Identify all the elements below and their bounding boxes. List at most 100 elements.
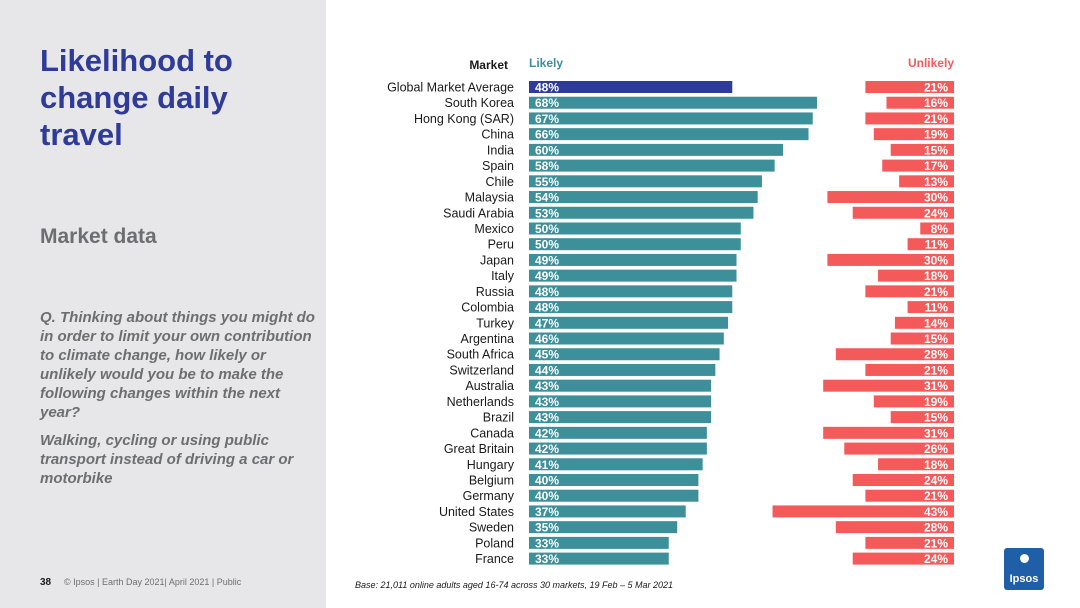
unlikely-value-label: 15% xyxy=(924,332,948,346)
unlikely-value-label: 11% xyxy=(925,238,949,252)
page-title: Likelihood to change daily travel xyxy=(40,43,233,152)
category-label: South Africa xyxy=(447,348,514,362)
page-subtitle: Market data xyxy=(40,225,157,248)
likely-value-label: 48% xyxy=(535,301,559,315)
logo-dot-icon xyxy=(1020,554,1029,563)
survey-question: Q. Thinking about things you might do in… xyxy=(40,309,315,421)
unlikely-bar xyxy=(835,521,954,534)
likely-value-label: 42% xyxy=(535,426,559,440)
likely-value-label: 47% xyxy=(535,316,559,330)
left-panel: Likelihood to change daily travel Market… xyxy=(0,0,326,608)
unlikely-value-label: 11% xyxy=(925,301,949,315)
ipsos-logo: Ipsos xyxy=(1004,548,1044,590)
category-label: Canada xyxy=(470,426,514,440)
unlikely-bar xyxy=(890,332,954,345)
unlikely-bar xyxy=(886,96,954,109)
unlikely-bar xyxy=(772,505,954,518)
likely-value-label: 48% xyxy=(535,81,559,95)
unlikely-value-label: 26% xyxy=(924,442,948,456)
likely-bar xyxy=(529,411,712,424)
likely-value-label: 55% xyxy=(535,175,559,189)
category-label: United States xyxy=(439,505,514,519)
unlikely-bar xyxy=(873,128,954,141)
likely-value-label: 44% xyxy=(535,363,559,377)
likely-bar xyxy=(529,285,733,298)
category-label: Japan xyxy=(480,253,514,267)
category-label: Belgium xyxy=(469,474,514,488)
unlikely-value-label: 31% xyxy=(924,426,948,440)
likely-bar xyxy=(529,159,775,172)
unlikely-value-label: 21% xyxy=(924,285,948,299)
unlikely-value-label: 19% xyxy=(924,128,948,142)
unlikely-value-label: 24% xyxy=(924,206,948,220)
unlikely-bar xyxy=(835,348,954,361)
likely-bar xyxy=(529,474,699,486)
unlikely-bar xyxy=(865,536,954,549)
unlikely-value-label: 21% xyxy=(924,81,948,95)
category-label: Saudi Arabia xyxy=(443,206,514,220)
category-label: Great Britain xyxy=(444,442,514,456)
category-label: Italy xyxy=(491,269,515,283)
likely-bar xyxy=(529,536,669,549)
unlikely-bar xyxy=(852,474,954,486)
unlikely-value-label: 18% xyxy=(924,458,948,472)
likely-bar xyxy=(529,222,741,235)
category-label: Brazil xyxy=(483,411,514,425)
likely-value-label: 50% xyxy=(535,222,559,236)
unlikely-bar xyxy=(852,552,954,565)
unlikely-value-label: 21% xyxy=(924,112,948,126)
likely-value-label: 50% xyxy=(535,238,559,252)
likely-bar xyxy=(529,128,809,141)
unlikely-bar xyxy=(882,159,954,172)
unlikely-value-label: 14% xyxy=(924,316,948,330)
category-label: Germany xyxy=(463,489,515,503)
likely-value-label: 58% xyxy=(535,159,559,173)
unlikely-value-label: 28% xyxy=(924,348,948,362)
category-label: France xyxy=(475,552,514,566)
likely-value-label: 42% xyxy=(535,442,559,456)
unlikely-bar xyxy=(873,395,954,408)
likely-value-label: 40% xyxy=(535,474,559,488)
likely-bar xyxy=(529,112,813,125)
unlikely-value-label: 16% xyxy=(924,96,948,110)
likely-value-label: 33% xyxy=(535,552,559,566)
category-label: Colombia xyxy=(461,301,514,315)
likely-value-label: 53% xyxy=(535,206,559,220)
unlikely-value-label: 21% xyxy=(924,489,948,503)
header-unlikely: Unlikely xyxy=(908,56,954,70)
likely-bar xyxy=(529,552,669,565)
unlikely-value-label: 17% xyxy=(924,159,948,173)
category-label: Global Market Average xyxy=(387,81,514,95)
unlikely-bar xyxy=(865,285,954,298)
likely-value-label: 43% xyxy=(535,395,559,409)
logo-text: Ipsos xyxy=(1009,573,1039,585)
likely-value-label: 43% xyxy=(535,411,559,425)
likely-value-label: 43% xyxy=(535,379,559,393)
likely-bar xyxy=(529,442,707,455)
unlikely-bar xyxy=(907,301,954,314)
category-label: China xyxy=(481,128,514,142)
unlikely-value-label: 21% xyxy=(924,536,948,550)
unlikely-value-label: 24% xyxy=(924,552,948,566)
likely-bar xyxy=(529,458,703,471)
likely-value-label: 49% xyxy=(535,269,559,283)
likely-bar xyxy=(529,489,699,502)
category-label: Argentina xyxy=(460,332,514,346)
unlikely-value-label: 21% xyxy=(924,363,948,377)
survey-statement: Walking, cycling or using public transpo… xyxy=(40,432,294,487)
likely-value-label: 68% xyxy=(535,96,559,110)
unlikely-value-label: 15% xyxy=(924,143,948,157)
likely-bar xyxy=(529,269,737,282)
likely-bar xyxy=(529,81,733,93)
likely-value-label: 54% xyxy=(535,191,559,205)
likely-value-label: 67% xyxy=(535,112,559,126)
unlikely-bar xyxy=(844,442,954,455)
likely-value-label: 37% xyxy=(535,505,559,519)
likely-bar xyxy=(529,206,754,219)
unlikely-bar xyxy=(890,411,954,424)
likely-bar xyxy=(529,332,724,345)
header-market: Market xyxy=(469,58,508,72)
footer-text: © Ipsos | Earth Day 2021| April 2021 | P… xyxy=(64,577,242,587)
likely-bar xyxy=(529,191,758,204)
likely-bar xyxy=(529,238,741,251)
